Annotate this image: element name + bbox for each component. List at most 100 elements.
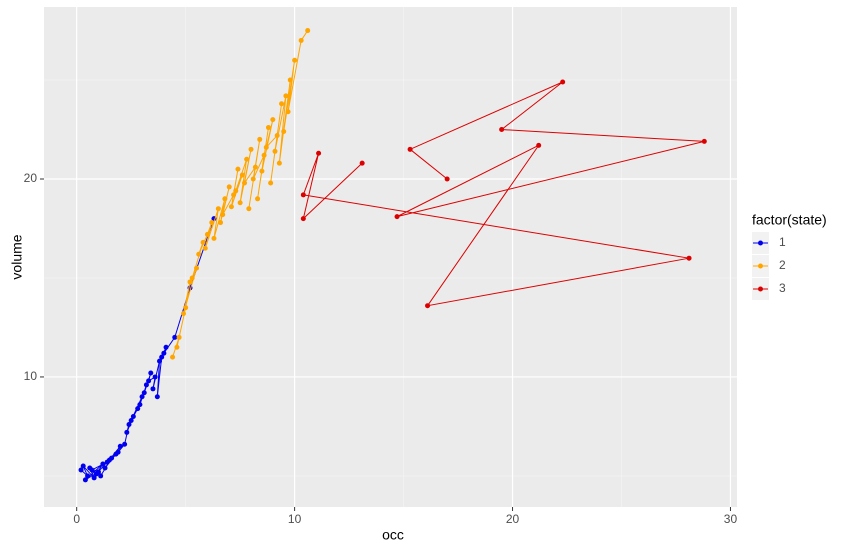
point <box>233 188 239 194</box>
point <box>255 196 261 202</box>
point <box>274 132 280 138</box>
point <box>130 414 136 420</box>
point <box>228 204 234 210</box>
point <box>257 136 263 142</box>
point <box>499 127 505 133</box>
legend-label: 1 <box>779 235 786 249</box>
point <box>270 117 276 123</box>
point <box>220 212 226 218</box>
legend-label: 3 <box>779 281 786 295</box>
point <box>170 354 176 360</box>
point <box>124 429 130 435</box>
point <box>407 146 413 152</box>
point <box>244 156 250 162</box>
point <box>359 160 365 166</box>
point <box>189 275 195 281</box>
point <box>298 37 304 43</box>
legend-label: 2 <box>779 258 786 272</box>
point <box>194 265 200 271</box>
point <box>272 148 278 154</box>
point <box>209 220 215 226</box>
point <box>78 467 84 473</box>
point <box>174 344 180 350</box>
point <box>250 176 256 182</box>
legend-point <box>758 263 763 269</box>
point <box>701 138 707 144</box>
point <box>283 93 289 99</box>
point <box>126 421 132 427</box>
point <box>146 378 152 384</box>
point <box>215 206 221 212</box>
point <box>117 443 123 449</box>
point <box>259 168 265 174</box>
legend-title: factor(state) <box>752 212 827 228</box>
point <box>91 475 97 481</box>
point <box>102 465 108 471</box>
point <box>157 358 162 364</box>
point <box>276 160 282 166</box>
point <box>204 231 210 237</box>
point <box>285 109 291 115</box>
point <box>98 473 104 479</box>
point <box>268 180 274 186</box>
point <box>425 303 431 309</box>
point <box>139 394 145 400</box>
point <box>80 463 86 469</box>
point <box>180 311 186 317</box>
point <box>292 57 298 63</box>
point <box>143 382 149 388</box>
point <box>115 449 121 455</box>
point <box>200 239 206 245</box>
point <box>183 305 189 311</box>
point <box>89 467 95 473</box>
point <box>239 172 245 178</box>
y-tick-label: 10 <box>24 369 38 383</box>
point <box>82 477 88 483</box>
x-tick-label: 0 <box>73 512 80 526</box>
y-tick-label: 20 <box>24 171 38 185</box>
point <box>241 180 247 186</box>
point <box>141 390 147 396</box>
point <box>252 164 258 170</box>
point <box>135 406 141 412</box>
panel <box>44 7 737 507</box>
point <box>305 28 311 34</box>
point <box>122 441 128 447</box>
point <box>686 255 692 261</box>
point <box>172 334 178 340</box>
point <box>222 196 228 202</box>
point <box>93 471 99 477</box>
x-tick-label: 30 <box>724 512 738 526</box>
point <box>176 334 182 340</box>
point <box>444 176 450 182</box>
point <box>300 192 306 198</box>
point <box>226 184 232 190</box>
point <box>152 374 158 380</box>
point <box>154 394 160 400</box>
point <box>150 386 156 392</box>
series-line <box>80 218 215 481</box>
point <box>202 245 208 251</box>
point <box>263 144 269 150</box>
point <box>218 220 224 226</box>
point <box>106 457 112 463</box>
x-tick-label: 20 <box>506 512 520 526</box>
point <box>137 402 143 408</box>
point <box>248 146 254 152</box>
point <box>560 79 566 85</box>
point <box>235 166 241 172</box>
y-axis-title: volume <box>9 234 25 279</box>
point <box>536 142 542 148</box>
point <box>279 101 285 107</box>
point <box>246 206 252 212</box>
point <box>128 417 134 423</box>
point <box>281 129 287 135</box>
point <box>211 235 217 241</box>
point <box>161 350 167 356</box>
point <box>261 152 267 158</box>
x-axis-title: occ <box>382 527 404 543</box>
point <box>100 461 106 467</box>
point <box>196 251 202 257</box>
point <box>300 216 306 222</box>
